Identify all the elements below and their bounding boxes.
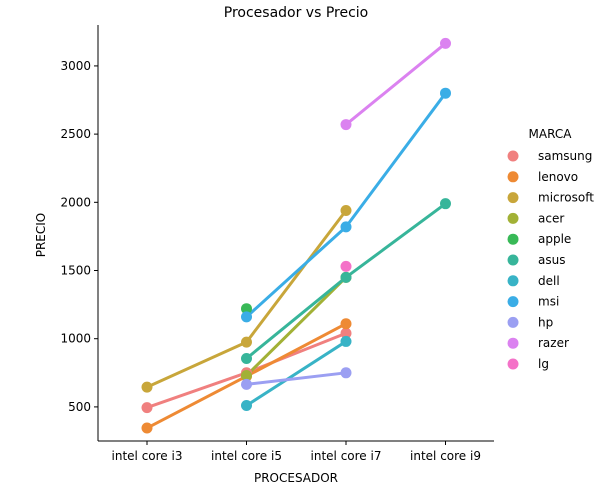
legend-marker-hp: [507, 316, 519, 328]
legend-marker-microsoft: [507, 192, 519, 204]
series-line-asus: [245, 275, 348, 360]
data-point-razer: [340, 119, 352, 131]
legend-label: lg: [538, 357, 549, 371]
data-point-lenovo: [141, 422, 153, 434]
y-tick-label: 2000: [60, 195, 91, 209]
x-tick-label: intel core i5: [211, 449, 282, 463]
legend-label: apple: [538, 232, 571, 246]
legend-label: asus: [538, 253, 565, 267]
data-point-lenovo: [340, 318, 352, 330]
legend-marker-razer: [507, 337, 519, 349]
legend-marker-apple: [507, 233, 519, 245]
y-tick-label: 3000: [60, 59, 91, 73]
y-tick-label: 500: [68, 400, 91, 414]
x-tick-label: intel core i3: [112, 449, 183, 463]
legend-label: dell: [538, 274, 560, 288]
data-point-msi: [440, 87, 451, 99]
series-line-msi: [344, 91, 447, 229]
data-point-asus: [241, 352, 252, 364]
legend-label: razer: [538, 336, 569, 350]
data-point-dell: [241, 400, 252, 412]
x-tick-label: intel core i9: [410, 449, 481, 463]
data-point-microsoft: [141, 381, 153, 393]
y-tick-label: 2500: [60, 127, 91, 141]
x-axis-label: PROCESADOR: [254, 471, 338, 485]
legend-label: hp: [538, 315, 553, 329]
legend-marker-lenovo: [507, 171, 519, 183]
y-tick-label: 1500: [60, 264, 91, 278]
series-line-acer: [245, 275, 348, 378]
x-tick-label: intel core i7: [311, 449, 382, 463]
data-point-apple: [241, 303, 252, 315]
plot-area: 500 1000 1500 2000 2500 3000 intel core i3 inte…: [60, 25, 494, 463]
series-line-hp: [245, 371, 348, 386]
legend-marker-dell: [507, 275, 519, 287]
data-point-samsung: [340, 327, 352, 339]
legend-label: msi: [538, 295, 559, 309]
data-point-hp: [241, 378, 252, 390]
legend-marker-acer: [507, 212, 519, 224]
legend-marker-msi: [507, 296, 519, 308]
y-axis-label: PRECIO: [34, 213, 48, 258]
data-point-msi: [340, 221, 352, 233]
data-point-razer: [440, 37, 451, 49]
series-line-dell: [245, 339, 348, 408]
series-line-msi: [245, 225, 348, 319]
legend-marker-asus: [507, 254, 519, 266]
series-line-microsoft: [245, 208, 348, 344]
legend-label: acer: [538, 211, 564, 225]
legend: MARCA samsung lenovo microsoft acer apple asu…: [507, 127, 594, 371]
series-line-razer: [344, 41, 447, 127]
data-point-samsung: [141, 402, 153, 414]
legend-label: lenovo: [538, 170, 578, 184]
data-point-microsoft: [340, 204, 352, 216]
chart-title: Procesador vs Precio: [224, 5, 369, 21]
legend-marker-lg: [507, 358, 519, 370]
y-tick-label: 1000: [60, 332, 91, 346]
series-line-asus: [344, 202, 447, 279]
data-point-lg: [340, 260, 352, 272]
series-line-microsoft: [145, 340, 248, 389]
data-point-microsoft: [241, 336, 252, 348]
data-point-asus: [440, 198, 451, 210]
series-line-samsung: [145, 371, 248, 410]
series-line-lenovo: [245, 322, 348, 378]
data-point-hp: [340, 367, 352, 379]
legend-label: samsung: [538, 149, 592, 163]
data-point-dell: [340, 335, 352, 347]
data-point-acer: [241, 370, 252, 382]
legend-title: MARCA: [529, 127, 573, 141]
data-point-msi: [241, 311, 252, 323]
legend-marker-samsung: [507, 150, 519, 162]
legend-label: microsoft: [538, 191, 594, 205]
data-point-asus: [340, 271, 352, 283]
series-line-lenovo: [145, 374, 248, 430]
